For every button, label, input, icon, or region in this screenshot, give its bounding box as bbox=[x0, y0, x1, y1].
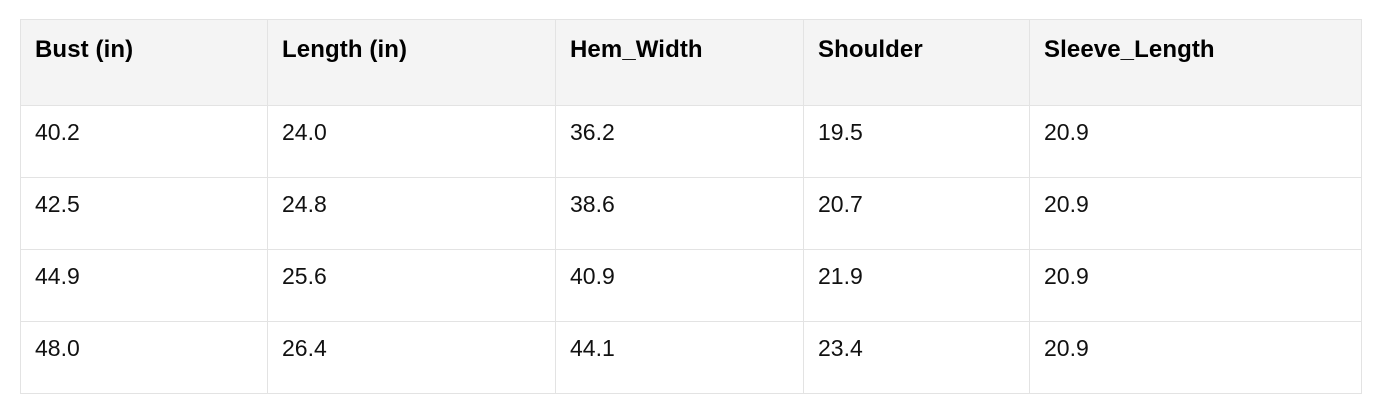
cell-bust: 48.0 bbox=[20, 321, 268, 394]
cell-bust: 44.9 bbox=[20, 249, 268, 322]
cell-sleeve-length: 20.9 bbox=[1029, 249, 1362, 322]
table-row: 44.9 25.6 40.9 21.9 20.9 bbox=[20, 249, 1362, 322]
cell-shoulder: 19.5 bbox=[803, 105, 1030, 178]
column-header-hem-width: Hem_Width bbox=[555, 19, 804, 106]
cell-length: 24.8 bbox=[267, 177, 556, 250]
cell-sleeve-length: 20.9 bbox=[1029, 321, 1362, 394]
cell-hem-width: 40.9 bbox=[555, 249, 804, 322]
table-row: 42.5 24.8 38.6 20.7 20.9 bbox=[20, 177, 1362, 250]
column-header-bust: Bust (in) bbox=[20, 19, 268, 106]
cell-hem-width: 38.6 bbox=[555, 177, 804, 250]
cell-bust: 40.2 bbox=[20, 105, 268, 178]
column-header-length: Length (in) bbox=[267, 19, 556, 106]
cell-hem-width: 44.1 bbox=[555, 321, 804, 394]
cell-shoulder: 21.9 bbox=[803, 249, 1030, 322]
cell-hem-width: 36.2 bbox=[555, 105, 804, 178]
cell-shoulder: 20.7 bbox=[803, 177, 1030, 250]
cell-sleeve-length: 20.9 bbox=[1029, 177, 1362, 250]
cell-length: 24.0 bbox=[267, 105, 556, 178]
cell-length: 26.4 bbox=[267, 321, 556, 394]
table-row: 48.0 26.4 44.1 23.4 20.9 bbox=[20, 321, 1362, 394]
cell-shoulder: 23.4 bbox=[803, 321, 1030, 394]
column-header-sleeve-length: Sleeve_Length bbox=[1029, 19, 1362, 106]
table-row: 40.2 24.0 36.2 19.5 20.9 bbox=[20, 105, 1362, 178]
table-header: Bust (in) Length (in) Hem_Width Shoulder… bbox=[20, 19, 1362, 106]
cell-length: 25.6 bbox=[267, 249, 556, 322]
measurements-table: Bust (in) Length (in) Hem_Width Shoulder… bbox=[20, 19, 1362, 394]
cell-bust: 42.5 bbox=[20, 177, 268, 250]
table-header-row: Bust (in) Length (in) Hem_Width Shoulder… bbox=[20, 19, 1362, 106]
table-body: 40.2 24.0 36.2 19.5 20.9 42.5 24.8 38.6 … bbox=[20, 105, 1362, 394]
column-header-shoulder: Shoulder bbox=[803, 19, 1030, 106]
size-chart-container: Bust (in) Length (in) Hem_Width Shoulder… bbox=[20, 19, 1362, 394]
cell-sleeve-length: 20.9 bbox=[1029, 105, 1362, 178]
